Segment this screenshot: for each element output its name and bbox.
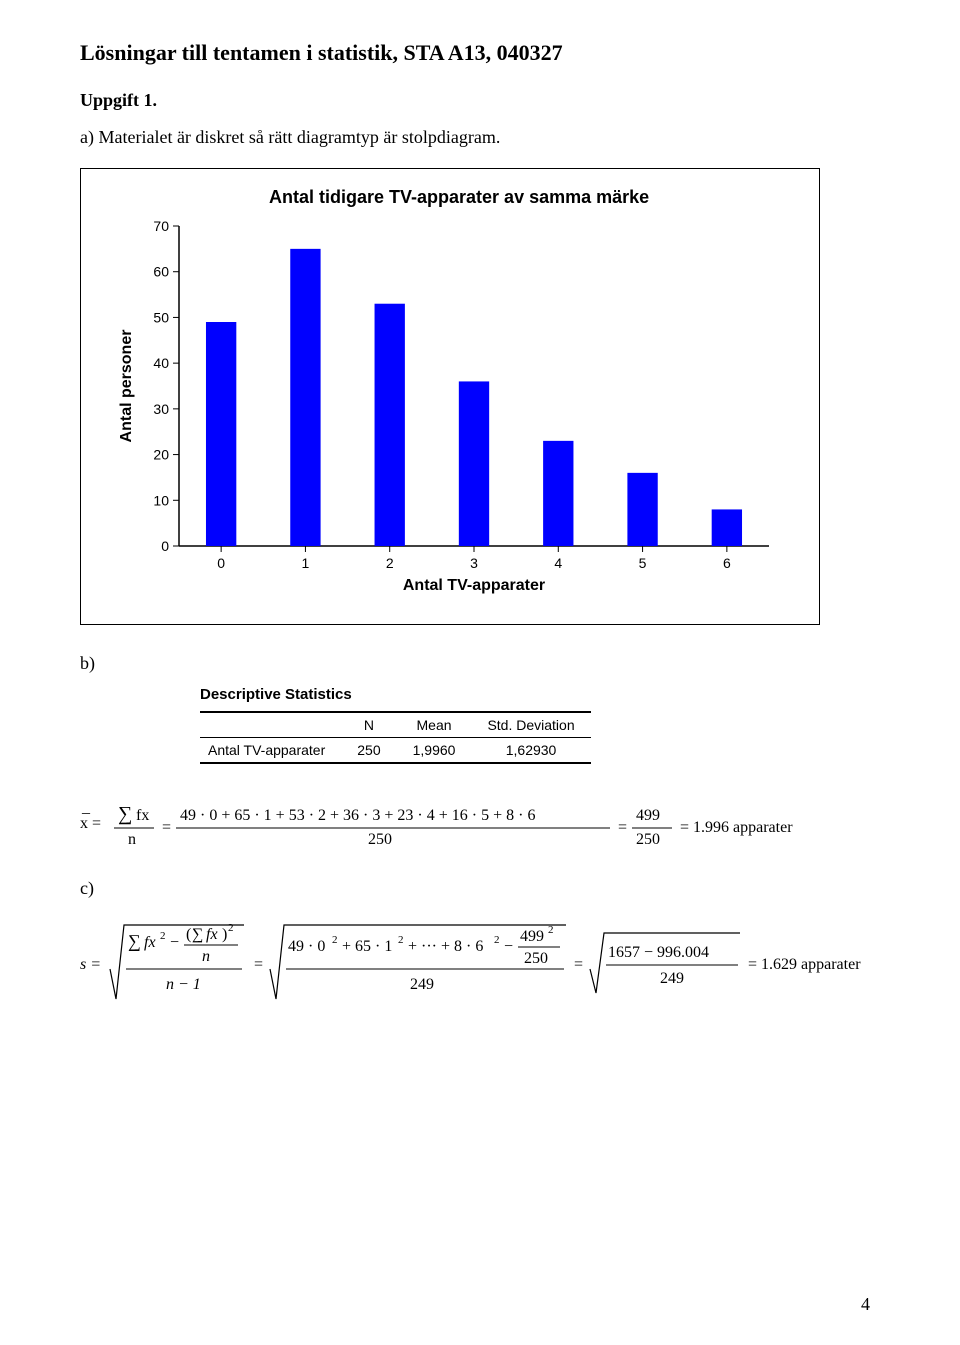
svg-text:20: 20 — [153, 447, 169, 463]
svg-text:+ 65 · 1: + 65 · 1 — [342, 938, 392, 955]
svg-text:499: 499 — [520, 928, 544, 945]
part-a-text: a) Materialet är diskret så rätt diagram… — [80, 127, 880, 148]
part-b-label: b) — [80, 653, 880, 674]
svg-text:∑: ∑ — [128, 931, 141, 951]
svg-text:2: 2 — [386, 555, 394, 571]
svg-text:(: ( — [186, 926, 191, 943]
part-c-label: c) — [80, 878, 880, 899]
svg-text:=: = — [618, 819, 627, 836]
svg-text:=: = — [254, 956, 263, 973]
svg-text:49 · 0: 49 · 0 — [288, 938, 325, 955]
stats-header-row: N Mean Std. Deviation — [200, 712, 591, 738]
task-heading: Uppgift 1. — [80, 90, 880, 111]
svg-text:= 1.996 apparater: = 1.996 apparater — [680, 819, 793, 836]
svg-text:499: 499 — [636, 807, 660, 824]
chart-title: Antal tidigare TV-apparater av samma mär… — [269, 187, 791, 208]
svg-text:n: n — [128, 831, 136, 848]
formula-mean: _x = ∑fxn = 49 · 0 + 65 · 1 + 53 · 2 + 36 ·… — [80, 792, 880, 862]
svg-text:=: = — [162, 819, 171, 836]
stats-row-label: Antal TV-apparater — [200, 738, 341, 764]
svg-text:0: 0 — [161, 538, 169, 554]
svg-text:): ) — [222, 926, 227, 943]
svg-text:−: − — [170, 934, 179, 951]
svg-text:2: 2 — [398, 934, 404, 946]
svg-text:5: 5 — [639, 555, 647, 571]
svg-text:Antal TV-apparater: Antal TV-apparater — [403, 577, 545, 594]
stats-col-blank — [200, 712, 341, 738]
svg-text:0: 0 — [217, 555, 225, 571]
svg-text:249: 249 — [410, 976, 434, 993]
svg-text:2: 2 — [494, 934, 500, 946]
svg-text:30: 30 — [153, 401, 169, 417]
svg-text:n − 1: n − 1 — [166, 976, 201, 993]
svg-text:=: = — [574, 956, 583, 973]
stats-n-value: 250 — [341, 738, 396, 764]
svg-text:fx: fx — [206, 926, 218, 943]
svg-text:6: 6 — [723, 555, 731, 571]
svg-text:∑: ∑ — [118, 803, 132, 825]
svg-text:= 1.629 apparater: = 1.629 apparater — [748, 956, 861, 973]
svg-text:3: 3 — [470, 555, 478, 571]
svg-text:2: 2 — [160, 930, 166, 942]
svg-text:70: 70 — [153, 218, 169, 234]
stats-data-row: Antal TV-apparater 250 1,9960 1,62930 — [200, 738, 591, 764]
svg-text:n: n — [202, 948, 210, 965]
svg-text:1: 1 — [302, 555, 310, 571]
svg-text:x =: x = — [80, 815, 101, 832]
stats-mean-value: 1,9960 — [397, 738, 472, 764]
page-number: 4 — [861, 1294, 870, 1315]
svg-text:249: 249 — [660, 970, 684, 987]
stats-sd-value: 1,62930 — [471, 738, 590, 764]
svg-text:+ ··· + 8 · 6: + ··· + 8 · 6 — [408, 938, 483, 955]
svg-text:∑: ∑ — [192, 926, 203, 943]
svg-text:2: 2 — [228, 922, 234, 934]
svg-text:fx: fx — [144, 934, 156, 951]
svg-text:250: 250 — [636, 831, 660, 848]
svg-text:2: 2 — [548, 924, 554, 936]
svg-text:40: 40 — [153, 355, 169, 371]
svg-text:4: 4 — [554, 555, 562, 571]
svg-text:s =: s = — [80, 956, 101, 973]
stats-heading: Descriptive Statistics — [200, 686, 880, 703]
svg-text:250: 250 — [368, 831, 392, 848]
stats-col-mean: Mean — [397, 712, 472, 738]
svg-text:fx: fx — [136, 807, 149, 824]
descriptive-stats-block: Descriptive Statistics N Mean Std. Devia… — [200, 686, 880, 764]
formula-sd: s =∑fx2−(∑fx)2nn − 1=49 · 02+ 65 · 12+ ·… — [80, 911, 900, 1021]
stats-col-sd: Std. Deviation — [471, 712, 590, 738]
chart-container: Antal tidigare TV-apparater av samma mär… — [80, 168, 820, 625]
svg-text:1657 − 996.004: 1657 − 996.004 — [608, 944, 709, 961]
svg-text:50: 50 — [153, 309, 169, 325]
svg-text:2: 2 — [332, 934, 338, 946]
page-title: Lösningar till tentamen i statistik, STA… — [80, 40, 880, 66]
svg-text:_: _ — [81, 799, 91, 816]
svg-text:Antal personer: Antal personer — [118, 330, 135, 443]
svg-text:250: 250 — [524, 950, 548, 967]
svg-text:10: 10 — [153, 492, 169, 508]
svg-text:49 · 0 + 65 · 1 + 53 · 2 + 36: 49 · 0 + 65 · 1 + 53 · 2 + 36 · 3 + 23 ·… — [180, 807, 535, 824]
svg-text:−: − — [504, 938, 513, 955]
stats-col-n: N — [341, 712, 396, 738]
stats-table: N Mean Std. Deviation Antal TV-apparater… — [200, 711, 591, 764]
bar-chart: 0 10 20 30 40 50 60 70 0 1 2 3 4 5 6 Antal TV-apparater… — [109, 216, 789, 596]
svg-text:60: 60 — [153, 264, 169, 280]
